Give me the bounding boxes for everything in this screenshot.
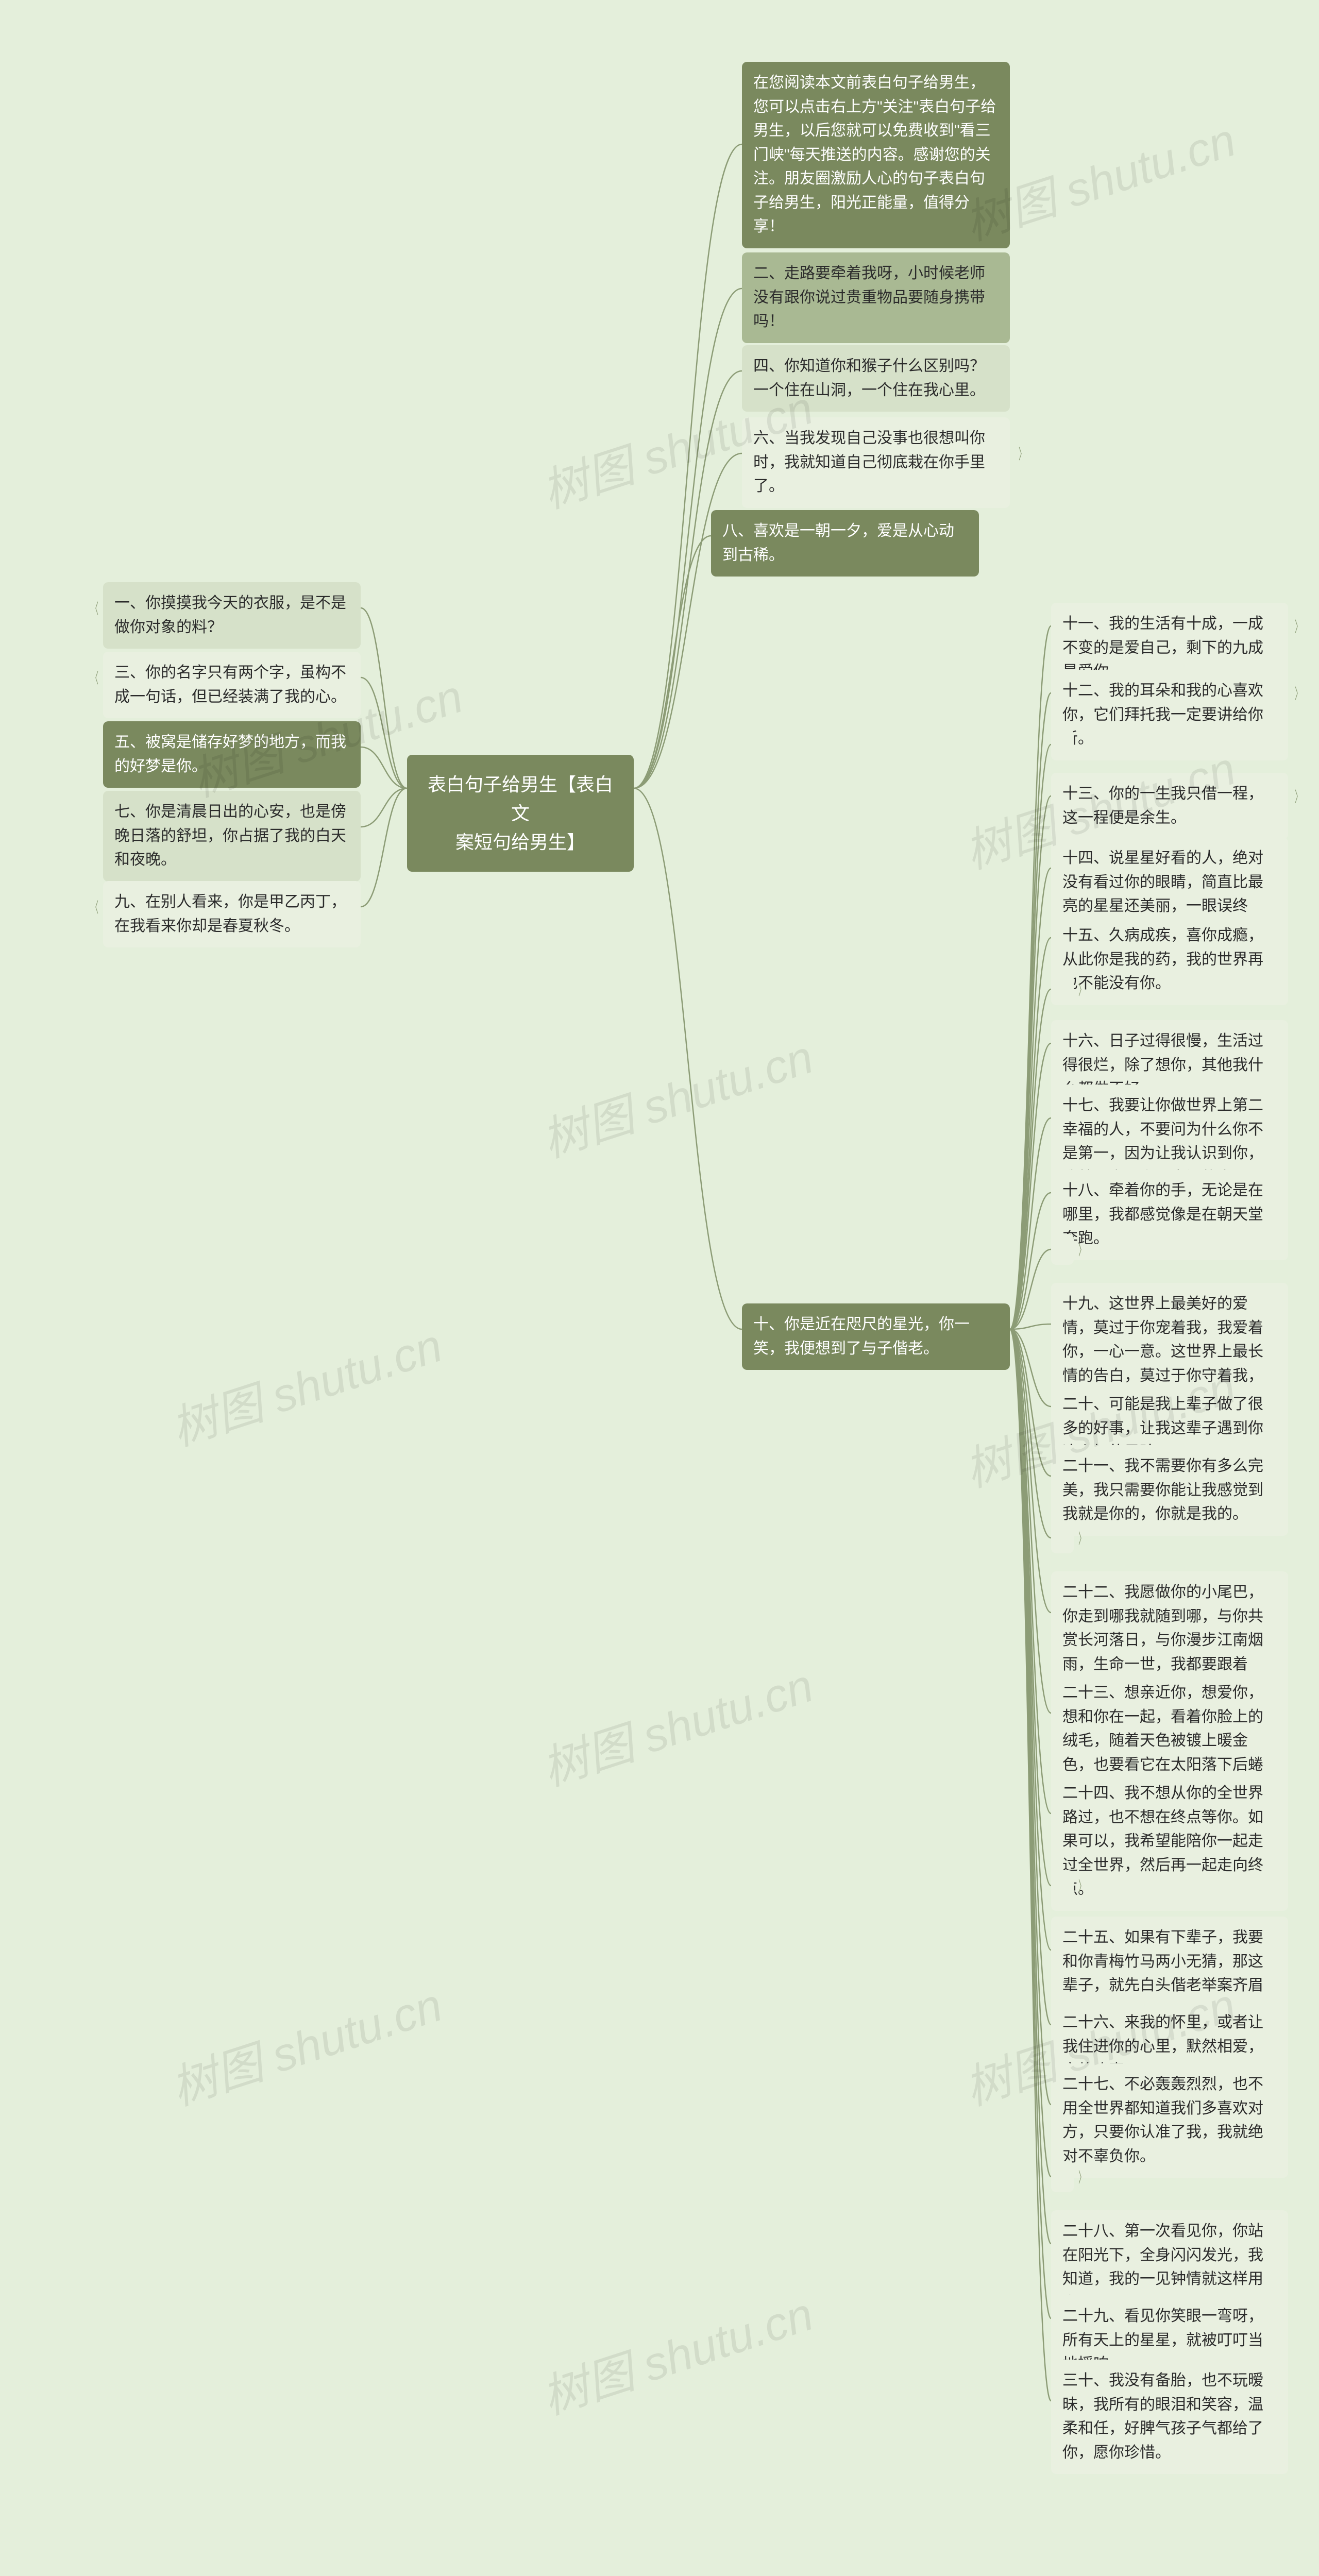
collapse-marker-icon[interactable]: 〉 <box>1078 2166 1086 2187</box>
mindmap-canvas: 表白句子给男生【表白文案短句给男生】 一、你摸摸我今天的衣服，是不是做你对象的料？… <box>0 0 1319 2576</box>
collapse-marker-icon[interactable]: 〉 <box>1295 786 1302 806</box>
mindmap-node[interactable]: 九、在别人看来，你是甲乙丙丁，在我看来你却是春夏秋冬。 <box>103 881 361 947</box>
mindmap-node[interactable] <box>1051 729 1074 760</box>
mindmap-node[interactable]: 八、喜欢是一朝一夕，爱是从心动到古稀。 <box>711 510 979 577</box>
collapse-marker-icon[interactable]: 〈 <box>91 667 98 688</box>
mindmap-node[interactable]: 五、被窝是储存好梦的地方，而我的好梦是你。 <box>103 721 361 788</box>
mindmap-node[interactable]: 十二、我的耳朵和我的心喜欢你，它们拜托我一定要讲给你听。 <box>1051 670 1288 760</box>
mindmap-node[interactable] <box>1051 1522 1074 1553</box>
mindmap-node[interactable]: 三、你的名字只有两个字，虽构不成一句话，但已经装满了我的心。 <box>103 652 361 718</box>
mindmap-node[interactable]: 十八、牵着你的手，无论是在哪里，我都感觉像是在朝天堂奔跑。 <box>1051 1170 1288 1260</box>
collapse-marker-icon[interactable]: 〉 <box>1295 616 1302 636</box>
collapse-marker-icon[interactable]: 〉 <box>1078 1239 1086 1260</box>
mindmap-node[interactable]: 二、走路要牵着我呀，小时候老师没有跟你说过贵重物品要随身携带吗！ <box>742 252 1010 343</box>
collapse-marker-icon[interactable]: 〉 <box>1078 1528 1086 1548</box>
mindmap-node[interactable] <box>1051 1870 1074 1901</box>
mindmap-node[interactable]: 在您阅读本文前表白句子给男生，您可以点击右上方"关注"表白句子给男生，以后您就可… <box>742 62 1010 248</box>
collapse-marker-icon[interactable]: 〈 <box>91 896 98 917</box>
mindmap-node[interactable]: 十、你是近在咫尺的星光，你一笑，我便想到了与子偕老。 <box>742 1303 1010 1370</box>
mindmap-node[interactable]: 十三、你的一生我只借一程，这一程便是余生。 <box>1051 773 1288 839</box>
mindmap-node[interactable]: 六、当我发现自己没事也很想叫你时，我就知道自己彻底栽在你手里了。 <box>742 417 1010 508</box>
mindmap-node[interactable] <box>1051 974 1074 1005</box>
mindmap-node[interactable] <box>1051 1234 1074 1265</box>
mindmap-node[interactable]: 二十一、我不需要你有多么完美，我只需要你能让我感觉到我就是你的，你就是我的。 <box>1051 1445 1288 1536</box>
collapse-marker-icon[interactable]: 〉 <box>1078 979 1086 999</box>
mindmap-node[interactable]: 四、你知道你和猴子什么区别吗？一个住在山洞，一个住在我心里。 <box>742 345 1010 412</box>
mindmap-node[interactable]: 二十七、不必轰轰烈烈，也不用全世界都知道我们多喜欢对方，只要你认准了我，我就绝对… <box>1051 2063 1288 2178</box>
collapse-marker-icon[interactable]: 〉 <box>1295 683 1302 703</box>
mindmap-node[interactable]: 三十、我没有备胎，也不玩暧昧，我所有的眼泪和笑容，温柔和任，好脾气孩子气都给了你… <box>1051 2360 1288 2474</box>
mindmap-node[interactable]: 十五、久病成疾，喜你成瘾，从此你是我的药，我的世界再也不能没有你。 <box>1051 914 1288 1005</box>
mindmap-node[interactable]: 二十四、我不想从你的全世界路过，也不想在终点等你。如果可以，我希望能陪你一起走过… <box>1051 1772 1288 1911</box>
mindmap-node[interactable]: 七、你是清晨日出的心安，也是傍晚日落的舒坦，你占据了我的白天和夜晚。 <box>103 791 361 882</box>
collapse-marker-icon[interactable]: 〉 <box>1078 1875 1086 1896</box>
mindmap-node[interactable] <box>1051 2161 1074 2192</box>
mindmap-root[interactable]: 表白句子给男生【表白文案短句给男生】 <box>407 755 634 872</box>
collapse-marker-icon[interactable]: 〈 <box>91 598 98 618</box>
collapse-marker-icon[interactable]: 〉 <box>1019 443 1026 464</box>
mindmap-node[interactable]: 一、你摸摸我今天的衣服，是不是做你对象的料？ <box>103 582 361 649</box>
